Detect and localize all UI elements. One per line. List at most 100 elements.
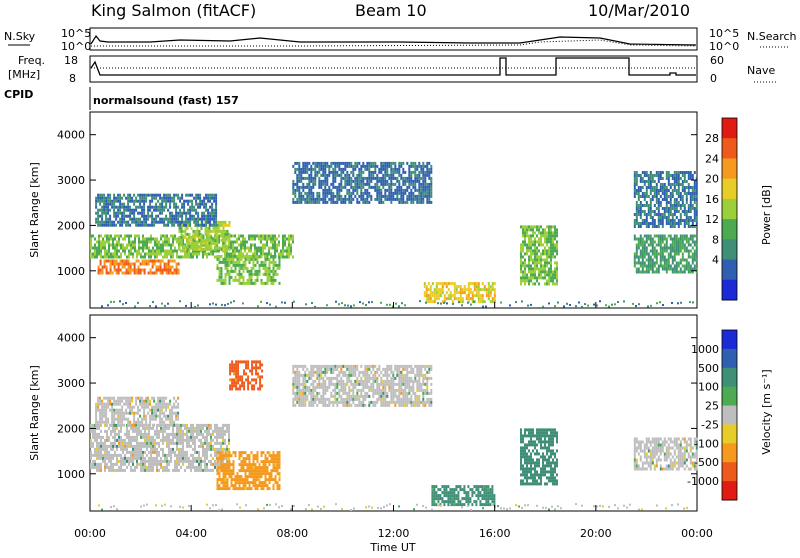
power-cell bbox=[118, 266, 120, 269]
power-cell bbox=[191, 194, 193, 197]
power-cell bbox=[314, 171, 316, 174]
power-cell bbox=[199, 245, 201, 248]
power-cell bbox=[211, 212, 213, 215]
velocity-cell bbox=[188, 436, 190, 439]
power-cell bbox=[106, 256, 108, 259]
velocity-cell bbox=[216, 427, 218, 430]
power-cell bbox=[205, 224, 207, 227]
power-cell bbox=[605, 304, 607, 306]
velocity-cell bbox=[113, 412, 115, 415]
power-cell bbox=[662, 192, 664, 195]
power-cell bbox=[550, 243, 552, 246]
power-cell bbox=[406, 177, 408, 180]
power-cell bbox=[115, 218, 117, 221]
power-cell bbox=[193, 206, 195, 209]
power-cell bbox=[632, 303, 634, 305]
power-cell bbox=[265, 270, 267, 273]
power-cell bbox=[164, 269, 166, 272]
velocity-cell bbox=[169, 409, 171, 412]
power-cell bbox=[119, 212, 121, 215]
power-cell bbox=[662, 207, 664, 210]
power-cell bbox=[126, 235, 128, 238]
power-cell bbox=[390, 198, 392, 201]
velocity-cell bbox=[228, 427, 230, 430]
power-cell bbox=[254, 247, 256, 250]
velocity-cell bbox=[126, 466, 128, 469]
power-cell bbox=[246, 241, 248, 244]
velocity-cell bbox=[221, 463, 223, 466]
velocity-cell bbox=[98, 469, 100, 472]
power-cell bbox=[430, 180, 432, 183]
velocity-cell bbox=[223, 472, 225, 475]
power-cell bbox=[124, 272, 126, 275]
power-cell bbox=[666, 195, 668, 198]
power-cell bbox=[690, 265, 692, 268]
power-cell bbox=[187, 221, 189, 224]
velocity-cell bbox=[138, 430, 140, 433]
power-cell bbox=[382, 174, 384, 177]
velocity-cell bbox=[245, 463, 247, 466]
power-cell bbox=[636, 271, 638, 274]
power-cell bbox=[142, 260, 144, 263]
power-cell bbox=[396, 177, 398, 180]
power-cell bbox=[244, 244, 246, 247]
power-cell bbox=[692, 174, 694, 177]
power-cell bbox=[153, 197, 155, 200]
power-cell bbox=[320, 162, 322, 165]
velocity-cell bbox=[106, 436, 108, 439]
power-cell bbox=[165, 206, 167, 209]
power-cell bbox=[163, 206, 165, 209]
velocity-cell bbox=[101, 400, 103, 403]
velocity-cell bbox=[239, 451, 241, 454]
power-cell bbox=[158, 269, 160, 272]
power-cell bbox=[422, 183, 424, 186]
power-cell bbox=[213, 212, 215, 215]
velocity-cell bbox=[129, 409, 131, 412]
velocity-cell bbox=[144, 469, 146, 472]
velocity-cell bbox=[108, 469, 110, 472]
power-cell bbox=[686, 213, 688, 216]
power-cell bbox=[468, 291, 470, 294]
power-cell bbox=[274, 235, 276, 238]
freq-trace bbox=[91, 58, 696, 75]
power-cell bbox=[654, 253, 656, 256]
velocity-cell bbox=[90, 442, 92, 445]
power-cell bbox=[294, 162, 296, 165]
power-cell bbox=[114, 250, 116, 253]
velocity-cell bbox=[150, 436, 152, 439]
power-cell bbox=[332, 171, 334, 174]
power-cell bbox=[432, 300, 434, 303]
power-cell bbox=[296, 168, 298, 171]
power-cell bbox=[368, 168, 370, 171]
power-cell bbox=[396, 195, 398, 198]
power-cell bbox=[688, 238, 690, 241]
power-cell bbox=[472, 291, 474, 294]
power-cell bbox=[368, 171, 370, 174]
power-cell bbox=[658, 265, 660, 268]
power-cell bbox=[284, 250, 286, 253]
power-cell bbox=[686, 259, 688, 262]
velocity-cell bbox=[214, 460, 216, 463]
velocity-cell bbox=[160, 427, 162, 430]
power-cell bbox=[223, 258, 225, 261]
velocity-frame bbox=[90, 315, 697, 511]
power-cell bbox=[137, 194, 139, 197]
velocity-cell bbox=[220, 442, 222, 445]
power-cell bbox=[103, 194, 105, 197]
power-cell bbox=[538, 237, 540, 240]
velocity-cell bbox=[196, 469, 198, 472]
power-cell bbox=[215, 200, 217, 203]
velocity-cell bbox=[168, 463, 170, 466]
velocity-cell bbox=[184, 424, 186, 427]
power-cell bbox=[170, 235, 172, 238]
power-cell bbox=[298, 162, 300, 165]
power-cell bbox=[145, 200, 147, 203]
power-cell bbox=[542, 234, 544, 237]
velocity-cell bbox=[134, 445, 136, 448]
power-cell bbox=[104, 253, 106, 256]
power-cell bbox=[372, 177, 374, 180]
power-cell bbox=[448, 282, 450, 285]
velocity-cell bbox=[92, 460, 94, 463]
power-cell bbox=[390, 180, 392, 183]
velocity-cell bbox=[108, 436, 110, 439]
